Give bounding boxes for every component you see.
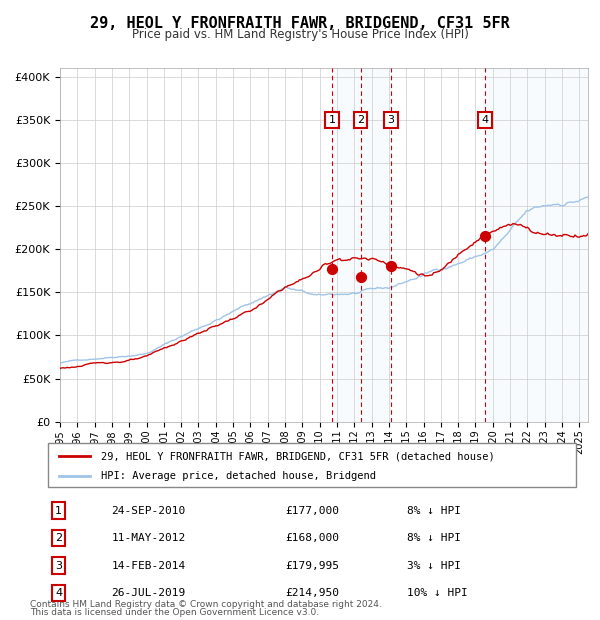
Text: 24-SEP-2010: 24-SEP-2010 [112,506,185,516]
Text: 29, HEOL Y FRONFRAITH FAWR, BRIDGEND, CF31 5FR: 29, HEOL Y FRONFRAITH FAWR, BRIDGEND, CF… [90,16,510,30]
Text: 14-FEB-2014: 14-FEB-2014 [112,560,185,570]
Text: 3: 3 [388,115,394,125]
Text: Contains HM Land Registry data © Crown copyright and database right 2024.: Contains HM Land Registry data © Crown c… [30,600,382,609]
Text: 29, HEOL Y FRONFRAITH FAWR, BRIDGEND, CF31 5FR (detached house): 29, HEOL Y FRONFRAITH FAWR, BRIDGEND, CF… [101,451,494,461]
Text: £168,000: £168,000 [286,533,340,543]
Text: £177,000: £177,000 [286,506,340,516]
FancyBboxPatch shape [48,443,576,487]
Text: Price paid vs. HM Land Registry's House Price Index (HPI): Price paid vs. HM Land Registry's House … [131,28,469,41]
Text: 1: 1 [329,115,336,125]
Text: 1: 1 [55,506,62,516]
Text: £179,995: £179,995 [286,560,340,570]
Text: 10% ↓ HPI: 10% ↓ HPI [407,588,468,598]
Text: 4: 4 [482,115,489,125]
Text: 2: 2 [55,533,62,543]
Text: 3% ↓ HPI: 3% ↓ HPI [407,560,461,570]
Text: 4: 4 [55,588,62,598]
Bar [485,68,588,422]
Point [481,231,490,241]
Text: 26-JUL-2019: 26-JUL-2019 [112,588,185,598]
Text: This data is licensed under the Open Government Licence v3.0.: This data is licensed under the Open Gov… [30,608,319,617]
Text: £214,950: £214,950 [286,588,340,598]
Text: 8% ↓ HPI: 8% ↓ HPI [407,533,461,543]
Text: 11-MAY-2012: 11-MAY-2012 [112,533,185,543]
Text: 2: 2 [357,115,364,125]
Text: 3: 3 [55,560,62,570]
Point [328,264,337,274]
Text: HPI: Average price, detached house, Bridgend: HPI: Average price, detached house, Brid… [101,471,376,481]
Text: 8% ↓ HPI: 8% ↓ HPI [407,506,461,516]
Point [356,272,365,281]
Point [386,262,396,272]
Bar [332,68,391,422]
